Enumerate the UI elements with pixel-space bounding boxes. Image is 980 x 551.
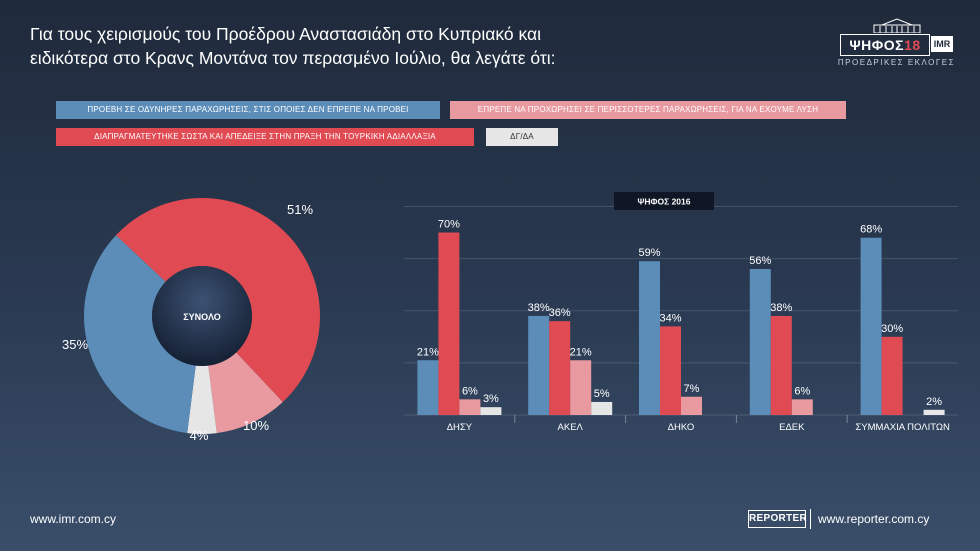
bar-value-label: 56%: [749, 255, 771, 267]
legend-label: ΠΡΟΕΒΗ ΣΕ ΟΔΥΝΗΡΕΣ ΠΑΡΑΧΩΡΗΣΕΙΣ, ΣΤΙΣ ΟΠ…: [87, 105, 409, 114]
pie-center-label: ΣΥΝΟΛΟ: [183, 312, 220, 322]
bar-value-label: 68%: [860, 224, 882, 236]
bar: [791, 399, 813, 415]
logo-number: 18: [904, 37, 921, 53]
pie-slice-label: 4%: [190, 428, 209, 443]
bar: [860, 237, 882, 415]
bar: [438, 232, 460, 415]
pie-slice-label: 51%: [287, 202, 313, 217]
imr-logo: IMR: [931, 36, 953, 52]
reporter-website: www.reporter.com.cy: [818, 512, 930, 526]
bar-value-label: 21%: [417, 346, 439, 358]
bar-value-label: 36%: [549, 307, 571, 319]
bar-value-label: 7%: [684, 383, 700, 395]
bar: [923, 409, 945, 415]
bar: [528, 315, 550, 415]
legend-label: ΔΙΑΠΡΑΓΜΑΤΕΥΤΗΚΕ ΣΩΣΤΑ ΚΑΙ ΑΠΕΔΕΙΞΕ ΣΤΗΝ…: [94, 132, 436, 141]
psifos18-logo: ΨΗΦΟΣ18 IMR ΠΡΟΕΔΡΙΚΕΣ ΕΚΛΟΓΕΣ: [834, 18, 959, 70]
bar: [881, 336, 903, 415]
bar: [417, 360, 439, 415]
legend-label: ΔΓ/ΔΑ: [510, 132, 534, 141]
legend-label: ΕΠΡΕΠΕ ΝΑ ΠΡΟΧΩΡΗΣΕΙ ΣΕ ΠΕΡΙΣΣΟΤΕΡΕΣ ΠΑΡ…: [477, 105, 819, 114]
reporter-logo: REPORTER: [748, 510, 807, 528]
bar-value-label: 70%: [438, 219, 460, 231]
bar-value-label: 59%: [638, 247, 660, 259]
legend-item-more-concessions: ΕΠΡΕΠΕ ΝΑ ΠΡΟΧΩΡΗΣΕΙ ΣΕ ΠΕΡΙΣΣΟΤΕΡΕΣ ΠΑΡ…: [450, 101, 846, 119]
pie-slice-label: 10%: [243, 418, 269, 433]
bar: [660, 326, 681, 415]
bar-value-label: 34%: [659, 312, 681, 324]
parliament-building-icon: [873, 18, 921, 33]
category-label: ΔΗΚΟ: [668, 422, 695, 433]
pie-chart: 51% 10% 4% 35% ΣΥΝΟΛΟ: [62, 197, 321, 443]
category-label: ΣΥΜΜΑΧΙΑ ΠΟΛΙΤΩΝ: [855, 422, 950, 433]
legend-item-painful-concessions: ΠΡΟΕΒΗ ΣΕ ΟΔΥΝΗΡΕΣ ΠΑΡΑΧΩΡΗΣΕΙΣ, ΣΤΙΣ ΟΠ…: [56, 101, 440, 119]
logo-word: ΨΗΦΟΣ: [849, 37, 905, 53]
bar: [591, 401, 613, 415]
pie-slice: [83, 235, 196, 434]
bar: [639, 261, 660, 415]
bar-value-label: 21%: [570, 346, 592, 358]
bar: [749, 269, 771, 415]
title-line-2: ειδικότερα στο Κρανς Μοντάνα τον περασμέ…: [30, 48, 556, 68]
bar: [549, 321, 571, 415]
logo-subtitle: ΠΡΟΕΔΡΙΚΕΣ ΕΚΛΟΓΕΣ: [837, 58, 956, 67]
bar-value-label: 2%: [926, 396, 942, 408]
title-line-1: Για τους χειρισμούς του Προέδρου Αναστασ…: [30, 24, 542, 44]
bar: [681, 396, 702, 415]
pie-center: [152, 266, 252, 366]
chart-title: Για τους χειρισμούς του Προέδρου Αναστασ…: [30, 22, 730, 70]
bar-value-label: 30%: [881, 323, 903, 335]
bar-value-label: 38%: [528, 302, 550, 314]
category-label: ΑΚΕΛ: [558, 422, 584, 433]
bar: [459, 399, 481, 415]
pie-slice: [187, 365, 217, 434]
footer-divider: [810, 509, 811, 529]
legend-item-dk-na: ΔΓ/ΔΑ: [486, 128, 558, 146]
bar: [570, 360, 592, 415]
legend-item-negotiated-correctly: ΔΙΑΠΡΑΓΜΑΤΕΥΤΗΚΕ ΣΩΣΤΑ ΚΑΙ ΑΠΕΔΕΙΞΕ ΣΤΗΝ…: [56, 128, 474, 146]
bar-chart-title: ΨΗΦΟΣ 2016: [638, 197, 691, 207]
bar-chart-title-badge: [614, 192, 714, 210]
bar-value-label: 5%: [594, 388, 610, 400]
logo-wordmark: ΨΗΦΟΣ18: [840, 34, 930, 56]
category-label: ΔΗΣΥ: [447, 422, 473, 433]
bar: [480, 407, 502, 415]
pie-slice: [208, 352, 283, 434]
category-label: ΕΔΕΚ: [779, 422, 805, 433]
bar-value-label: 38%: [770, 302, 792, 314]
bar-value-label: 3%: [483, 393, 499, 405]
bar-value-label: 6%: [462, 385, 478, 397]
pie-slice: [115, 197, 321, 403]
bar-chart: ΨΗΦΟΣ 201621%70%6%3%ΔΗΣΥ38%36%21%5%ΑΚΕΛ5…: [404, 192, 958, 433]
imr-website: www.imr.com.cy: [30, 512, 117, 526]
bar-value-label: 6%: [794, 385, 810, 397]
bar: [770, 315, 792, 415]
pie-slice-label: 35%: [62, 337, 88, 352]
